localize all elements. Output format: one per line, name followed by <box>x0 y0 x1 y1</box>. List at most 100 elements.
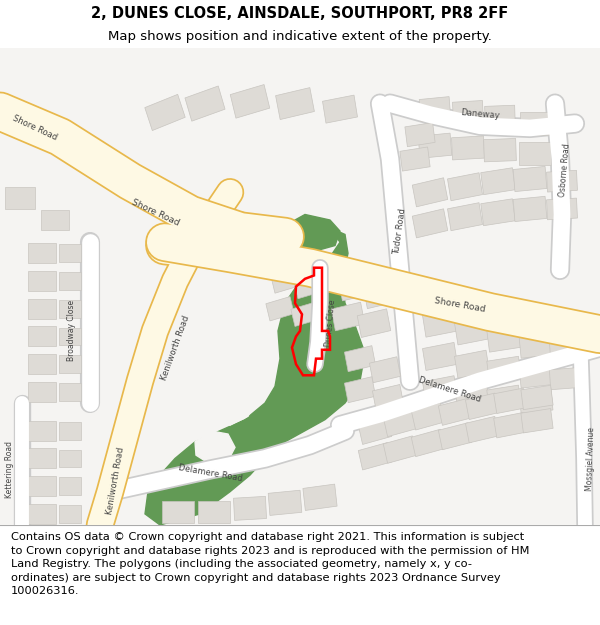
Text: Osborne Road: Osborne Road <box>558 143 572 198</box>
Bar <box>455 317 490 345</box>
Text: Map shows position and indicative extent of the property.: Map shows position and indicative extent… <box>108 29 492 42</box>
Bar <box>439 398 472 426</box>
Bar <box>411 429 445 457</box>
Bar <box>452 101 484 124</box>
Bar <box>451 136 485 160</box>
Bar <box>28 382 56 402</box>
Bar <box>521 385 553 409</box>
Bar <box>303 484 337 511</box>
Bar <box>487 356 521 383</box>
Bar <box>28 476 56 496</box>
Bar <box>266 297 294 321</box>
Bar <box>198 501 230 522</box>
Bar <box>412 209 448 238</box>
Bar <box>233 496 266 521</box>
Bar <box>294 274 322 299</box>
Bar <box>494 388 526 414</box>
Bar <box>230 84 270 118</box>
Bar <box>383 409 417 437</box>
Bar <box>59 478 81 495</box>
Bar <box>422 342 457 371</box>
Bar <box>323 95 358 123</box>
Bar <box>271 269 299 293</box>
Bar <box>28 299 56 319</box>
Text: Contains OS data © Crown copyright and database right 2021. This information is : Contains OS data © Crown copyright and d… <box>11 532 529 596</box>
Bar <box>28 243 56 263</box>
Bar <box>275 88 314 119</box>
Bar <box>466 393 499 419</box>
Bar <box>363 280 397 309</box>
Bar <box>422 376 457 404</box>
Bar <box>59 422 81 439</box>
Text: Mossgiel Avenue: Mossgiel Avenue <box>586 426 596 491</box>
Text: Shore Road: Shore Road <box>434 296 486 314</box>
Bar <box>547 198 577 220</box>
Bar <box>494 412 526 438</box>
Text: Shore Road: Shore Road <box>11 114 59 142</box>
Bar <box>59 505 81 522</box>
Bar <box>448 173 482 201</box>
Bar <box>481 199 515 226</box>
Bar <box>448 202 482 231</box>
Bar <box>484 139 517 162</box>
Bar <box>400 147 430 171</box>
Text: Kenilworth Road: Kenilworth Road <box>159 314 191 381</box>
Bar <box>358 442 392 470</box>
Bar <box>5 187 35 209</box>
Polygon shape <box>285 214 340 251</box>
Bar <box>418 133 452 158</box>
Bar <box>268 490 302 516</box>
Bar <box>370 357 401 382</box>
Text: Delamere Road: Delamere Road <box>418 376 482 404</box>
Text: Shore Road: Shore Road <box>130 198 180 228</box>
Bar <box>550 368 581 390</box>
Bar <box>331 302 365 331</box>
Text: Broadway Close: Broadway Close <box>67 301 77 361</box>
Bar <box>59 449 81 468</box>
Bar <box>455 381 490 409</box>
Bar <box>162 501 194 522</box>
Bar <box>519 362 553 388</box>
Bar <box>519 142 551 164</box>
Polygon shape <box>195 431 235 464</box>
Bar <box>41 210 69 230</box>
Bar <box>59 383 81 401</box>
Text: Delamere Road: Delamere Road <box>177 462 243 483</box>
Polygon shape <box>200 370 255 425</box>
Text: Kettering Road: Kettering Road <box>5 441 14 498</box>
Bar <box>59 328 81 346</box>
Bar <box>145 94 185 131</box>
Bar <box>422 309 457 337</box>
Bar <box>185 86 225 121</box>
Bar <box>28 354 56 374</box>
Bar <box>487 385 521 412</box>
Bar <box>344 346 376 372</box>
Bar <box>412 177 448 207</box>
Bar <box>28 421 56 441</box>
Bar <box>419 97 451 122</box>
Bar <box>485 105 515 129</box>
Bar <box>28 504 56 524</box>
Bar <box>411 402 445 430</box>
Bar <box>487 325 521 352</box>
Bar <box>59 300 81 318</box>
Text: Daneway: Daneway <box>460 109 500 121</box>
Bar <box>373 384 404 411</box>
Bar <box>520 112 550 134</box>
Bar <box>519 388 553 414</box>
Text: Dunes Close: Dunes Close <box>325 299 338 347</box>
Bar <box>59 356 81 373</box>
Bar <box>405 122 435 147</box>
Bar <box>59 244 81 262</box>
Bar <box>513 196 547 221</box>
Bar <box>338 272 372 301</box>
Bar <box>521 409 553 433</box>
Bar <box>513 166 547 192</box>
Bar <box>547 171 577 192</box>
Bar <box>455 350 490 378</box>
Bar <box>358 417 392 444</box>
Bar <box>550 339 581 361</box>
Bar <box>28 271 56 291</box>
Bar <box>519 332 553 358</box>
Bar <box>28 449 56 469</box>
